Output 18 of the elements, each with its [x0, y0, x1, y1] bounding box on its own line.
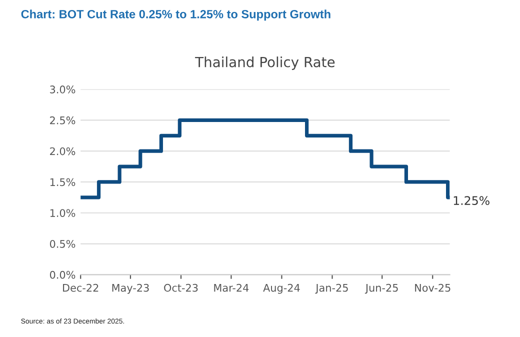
x-tick-label: Dec-22	[63, 284, 98, 292]
y-tick-label: 0.0%	[50, 270, 76, 279]
y-tick-label: 2.0%	[50, 147, 76, 156]
chart-subtitle: Thailand Policy Rate	[195, 56, 335, 70]
chart-title: Chart: BOT Cut Rate 0.25% to 1.25% to Support Growth	[21, 10, 330, 21]
x-tick-label: Nov-25	[415, 284, 450, 292]
x-tick-label: May-23	[112, 284, 149, 294]
annotation: 1.25%	[454, 196, 490, 206]
y-tick-label: 3.0%	[50, 86, 76, 94]
x-tick-label: Oct-23	[164, 284, 198, 292]
x-tick-label: Jan-25	[315, 284, 348, 294]
x-tick-label: Aug-24	[263, 284, 300, 294]
y-tick-label: 2.5%	[50, 116, 76, 124]
y-tick-label: 1.0%	[50, 209, 76, 217]
y-tick-label: 1.5%	[50, 178, 76, 186]
x-tick-label: Mar-24	[214, 284, 249, 292]
x-tick-label: Jun-25	[364, 284, 398, 294]
y-tick-label: 0.5%	[50, 240, 76, 248]
